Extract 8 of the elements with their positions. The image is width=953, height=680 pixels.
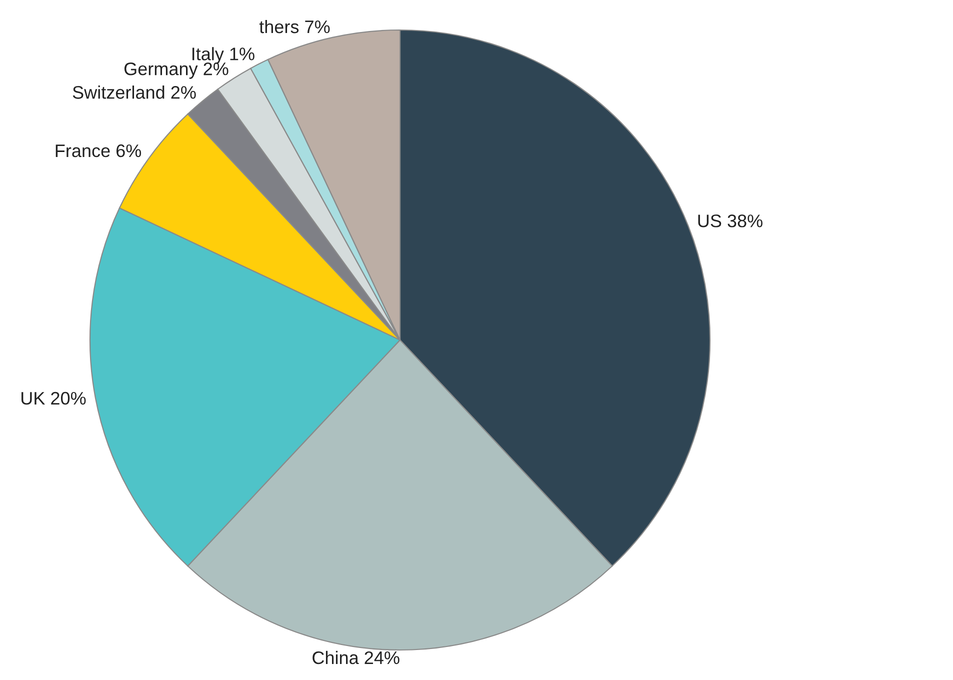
slice-label: UK 20% bbox=[22, 392, 86, 405]
slice-label: Switzerland 2% bbox=[72, 86, 196, 99]
slice-label: thers 7% bbox=[259, 20, 330, 34]
slice-label: China 24% bbox=[312, 650, 400, 664]
slice-label: France 6% bbox=[56, 144, 142, 158]
slice-label: Italy 1% bbox=[192, 47, 254, 64]
slice-label: US 38% bbox=[698, 214, 762, 228]
slice-label: Germany 2% bbox=[124, 62, 228, 79]
